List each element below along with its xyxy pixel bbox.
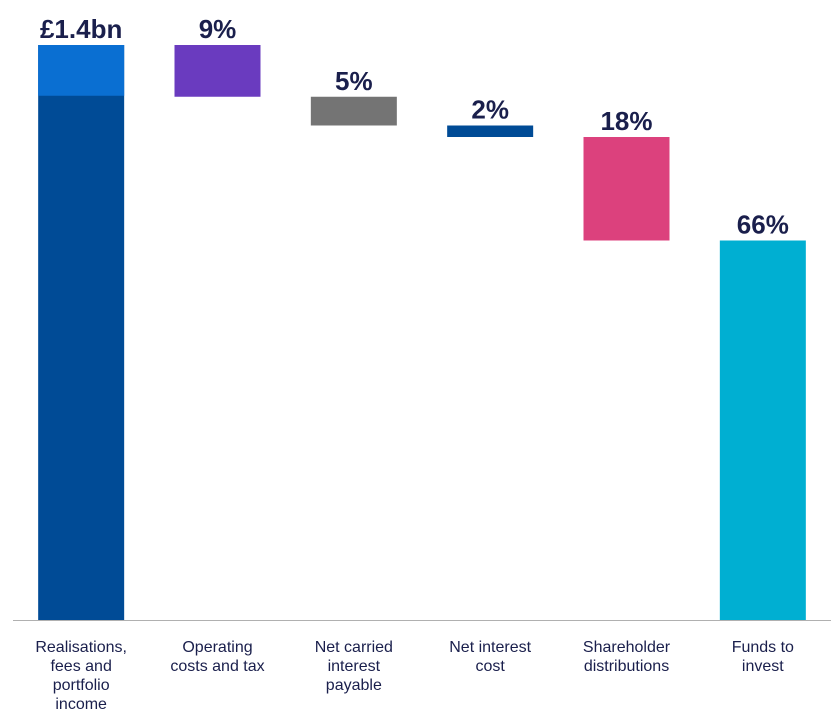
x-tick-label: Operating costs and tax bbox=[170, 639, 265, 675]
value-label: 2% bbox=[471, 95, 509, 125]
x-tick-label: Net carried interest payable bbox=[314, 639, 393, 694]
x-tick-label: Funds to invest bbox=[731, 639, 794, 675]
value-label: 66% bbox=[737, 210, 789, 240]
value-label: 5% bbox=[335, 66, 373, 96]
bar bbox=[174, 45, 261, 97]
x-tick-label: Shareholder distributions bbox=[582, 639, 671, 675]
value-label: 9% bbox=[199, 14, 237, 44]
bar bbox=[310, 96, 397, 126]
x-tick-label: Net interest cost bbox=[449, 639, 532, 675]
bar bbox=[719, 240, 806, 620]
bar bbox=[447, 125, 534, 137]
bar-highlight bbox=[38, 45, 125, 96]
chart: £1.4bn 9% 5% 2% 18% 66% bbox=[13, 14, 831, 621]
bar bbox=[38, 45, 125, 620]
x-tick-label: Realisations, fees and portfolio income bbox=[35, 639, 127, 713]
value-label: 18% bbox=[600, 106, 652, 136]
bar bbox=[583, 137, 670, 241]
value-label: £1.4bn bbox=[40, 14, 122, 44]
